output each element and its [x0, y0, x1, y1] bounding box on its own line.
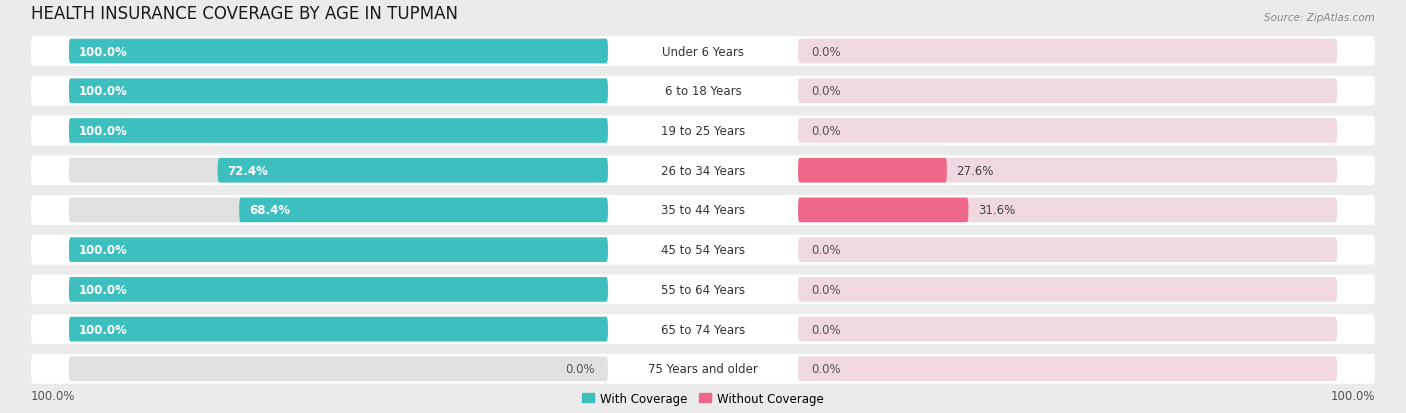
- FancyBboxPatch shape: [31, 275, 1375, 304]
- FancyBboxPatch shape: [799, 278, 1337, 302]
- FancyBboxPatch shape: [69, 198, 607, 223]
- Text: 100.0%: 100.0%: [1330, 389, 1375, 402]
- Text: 0.0%: 0.0%: [811, 363, 841, 375]
- FancyBboxPatch shape: [799, 159, 946, 183]
- Text: 100.0%: 100.0%: [79, 323, 128, 336]
- Text: 0.0%: 0.0%: [811, 244, 841, 256]
- Text: 0.0%: 0.0%: [811, 45, 841, 58]
- FancyBboxPatch shape: [799, 198, 1337, 223]
- Text: 27.6%: 27.6%: [956, 164, 994, 177]
- Text: 26 to 34 Years: 26 to 34 Years: [661, 164, 745, 177]
- Text: 31.6%: 31.6%: [979, 204, 1015, 217]
- Text: 0.0%: 0.0%: [811, 283, 841, 296]
- Text: 0.0%: 0.0%: [811, 125, 841, 138]
- FancyBboxPatch shape: [799, 357, 1337, 381]
- FancyBboxPatch shape: [69, 119, 607, 143]
- Text: 72.4%: 72.4%: [228, 164, 269, 177]
- FancyBboxPatch shape: [31, 156, 1375, 186]
- FancyBboxPatch shape: [799, 238, 1337, 262]
- FancyBboxPatch shape: [799, 159, 1337, 183]
- Text: Under 6 Years: Under 6 Years: [662, 45, 744, 58]
- FancyBboxPatch shape: [799, 198, 969, 223]
- FancyBboxPatch shape: [31, 314, 1375, 344]
- FancyBboxPatch shape: [31, 235, 1375, 265]
- FancyBboxPatch shape: [218, 159, 607, 183]
- Text: 35 to 44 Years: 35 to 44 Years: [661, 204, 745, 217]
- FancyBboxPatch shape: [69, 79, 607, 104]
- FancyBboxPatch shape: [69, 317, 607, 342]
- Text: 68.4%: 68.4%: [249, 204, 290, 217]
- Legend: With Coverage, Without Coverage: With Coverage, Without Coverage: [578, 387, 828, 410]
- FancyBboxPatch shape: [69, 238, 607, 262]
- FancyBboxPatch shape: [31, 77, 1375, 107]
- FancyBboxPatch shape: [31, 37, 1375, 67]
- FancyBboxPatch shape: [31, 196, 1375, 225]
- Text: 0.0%: 0.0%: [811, 85, 841, 98]
- Text: 75 Years and older: 75 Years and older: [648, 363, 758, 375]
- FancyBboxPatch shape: [69, 40, 607, 64]
- FancyBboxPatch shape: [69, 40, 607, 64]
- FancyBboxPatch shape: [31, 116, 1375, 146]
- FancyBboxPatch shape: [799, 317, 1337, 342]
- Text: 65 to 74 Years: 65 to 74 Years: [661, 323, 745, 336]
- Text: 0.0%: 0.0%: [565, 363, 595, 375]
- Text: 19 to 25 Years: 19 to 25 Years: [661, 125, 745, 138]
- FancyBboxPatch shape: [799, 40, 1337, 64]
- Text: 100.0%: 100.0%: [31, 389, 76, 402]
- Text: 100.0%: 100.0%: [79, 85, 128, 98]
- Text: Source: ZipAtlas.com: Source: ZipAtlas.com: [1264, 13, 1375, 24]
- Text: 0.0%: 0.0%: [811, 323, 841, 336]
- FancyBboxPatch shape: [69, 119, 607, 143]
- Text: HEALTH INSURANCE COVERAGE BY AGE IN TUPMAN: HEALTH INSURANCE COVERAGE BY AGE IN TUPM…: [31, 5, 458, 24]
- FancyBboxPatch shape: [799, 119, 1337, 143]
- FancyBboxPatch shape: [69, 79, 607, 104]
- Text: 100.0%: 100.0%: [79, 283, 128, 296]
- Text: 6 to 18 Years: 6 to 18 Years: [665, 85, 741, 98]
- FancyBboxPatch shape: [69, 357, 607, 381]
- FancyBboxPatch shape: [799, 79, 1337, 104]
- FancyBboxPatch shape: [31, 354, 1375, 384]
- FancyBboxPatch shape: [69, 159, 607, 183]
- FancyBboxPatch shape: [69, 278, 607, 302]
- Text: 100.0%: 100.0%: [79, 244, 128, 256]
- Text: 55 to 64 Years: 55 to 64 Years: [661, 283, 745, 296]
- FancyBboxPatch shape: [69, 278, 607, 302]
- FancyBboxPatch shape: [69, 317, 607, 342]
- FancyBboxPatch shape: [239, 198, 607, 223]
- Text: 100.0%: 100.0%: [79, 45, 128, 58]
- Text: 100.0%: 100.0%: [79, 125, 128, 138]
- Text: 45 to 54 Years: 45 to 54 Years: [661, 244, 745, 256]
- FancyBboxPatch shape: [69, 238, 607, 262]
